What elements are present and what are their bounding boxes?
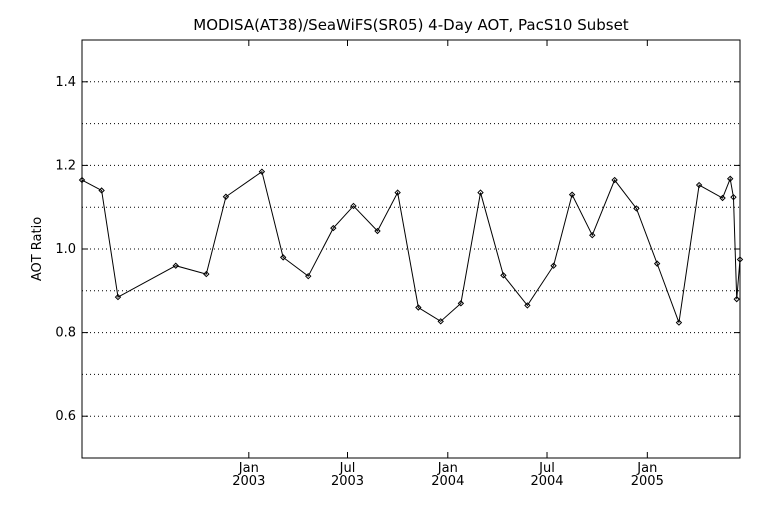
- x-tick-month-label: Jan: [437, 461, 458, 476]
- data-point-marker: [524, 302, 531, 309]
- x-tick-year-label: 2005: [631, 474, 664, 489]
- data-point-marker: [330, 224, 337, 232]
- data-point-marker: [394, 189, 401, 196]
- y-tick-label: 1.2: [55, 158, 76, 173]
- data-point-marker: [172, 262, 179, 269]
- data-point-marker: [653, 260, 661, 267]
- gridlines: [82, 81, 740, 417]
- data-point-marker: [114, 293, 122, 301]
- data-point-marker: [203, 270, 210, 278]
- data-point-marker: [695, 181, 703, 189]
- data-point-marker: [736, 256, 744, 263]
- data-point-marker: [726, 175, 734, 182]
- x-tick-month-label: Jan: [636, 461, 657, 476]
- data-point-marker: [279, 254, 287, 261]
- x-tick-year-label: 2003: [232, 474, 265, 489]
- data-point-marker: [457, 300, 465, 307]
- data-point-marker: [500, 272, 507, 279]
- data-point-marker: [477, 189, 484, 196]
- data-point-marker: [550, 262, 557, 269]
- series-line: [78, 168, 744, 326]
- x-tick-month-label: Jul: [538, 461, 555, 476]
- data-point-marker: [98, 187, 105, 194]
- data-point-marker: [589, 231, 596, 239]
- data-point-marker: [568, 191, 576, 198]
- data-point-marker: [733, 295, 740, 303]
- data-point-marker: [222, 193, 230, 200]
- data-point-marker: [730, 193, 737, 201]
- data-point-marker: [719, 194, 726, 202]
- data-point-marker: [675, 319, 683, 326]
- data-point-marker: [633, 205, 640, 212]
- y-axis: 0.6 0.8 1.0 1.2 1.4: [55, 75, 740, 424]
- y-tick-label: 1.4: [55, 75, 76, 90]
- data-point-marker: [415, 304, 422, 311]
- data-point-marker: [305, 272, 312, 280]
- y-tick-label: 0.8: [55, 326, 76, 341]
- x-tick-year-label: 2004: [431, 474, 464, 489]
- y-axis-label: AOT Ratio: [30, 217, 45, 281]
- x-tick-year-label: 2003: [331, 474, 364, 489]
- data-point-marker: [258, 168, 266, 175]
- x-tick-month-label: Jul: [339, 461, 356, 476]
- data-point-marker: [78, 176, 86, 184]
- chart-title: MODISA(AT38)/SeaWiFS(SR05) 4-Day AOT, Pa…: [193, 16, 629, 34]
- data-point-marker: [611, 176, 618, 184]
- data-point-marker: [374, 227, 381, 235]
- x-tick-month-label: Jan: [238, 461, 259, 476]
- y-tick-label: 0.6: [55, 409, 76, 424]
- data-point-marker: [437, 318, 444, 325]
- x-tick-year-label: 2004: [530, 474, 563, 489]
- data-point-marker: [350, 202, 357, 210]
- series-polyline: [81, 170, 741, 323]
- y-tick-label: 1.0: [55, 242, 76, 257]
